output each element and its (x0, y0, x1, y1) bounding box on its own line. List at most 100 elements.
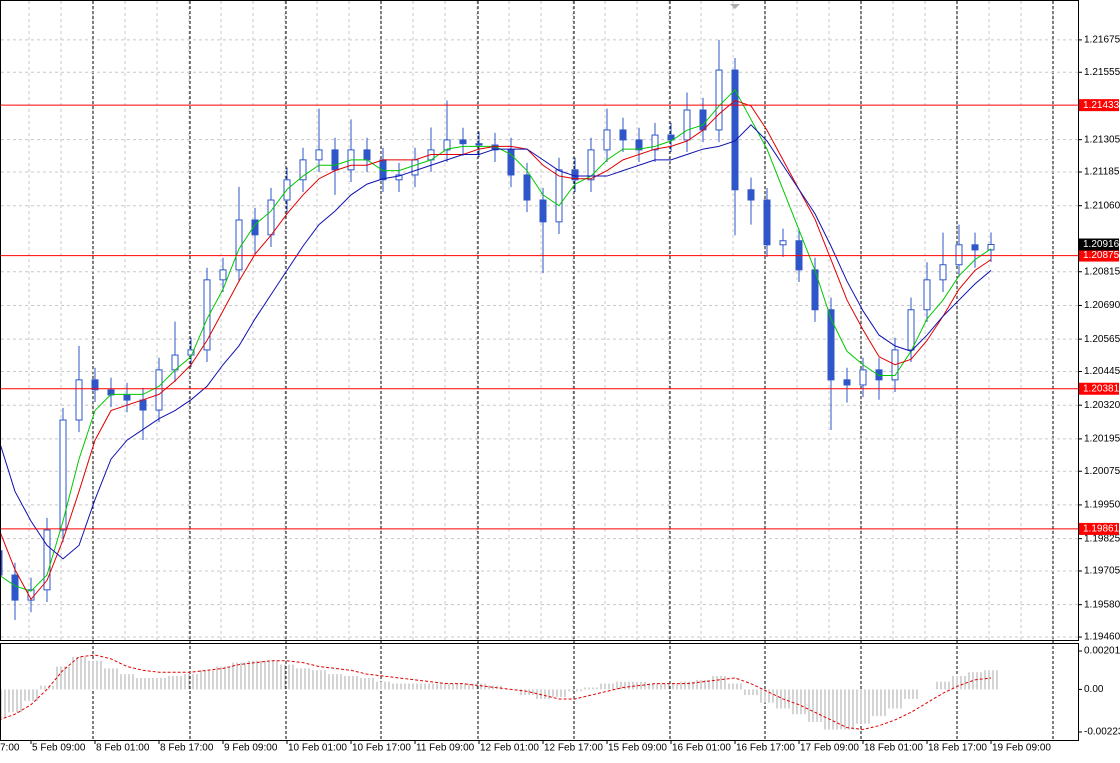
candle-body (619, 129, 627, 141)
candle-body (299, 159, 307, 181)
candle-body (843, 379, 851, 386)
candle-body (523, 174, 531, 201)
candle-body (203, 279, 211, 351)
candle-body (395, 174, 403, 181)
candle-body (315, 149, 323, 161)
candle-body (59, 419, 67, 531)
price-panel (0, 39, 1078, 621)
x-tick-label: 17 Feb 09:00 (800, 743, 859, 754)
x-tick-label: 8 Feb 17:00 (160, 743, 214, 754)
candle-body (363, 149, 371, 161)
candle-body (75, 379, 83, 421)
y-tick-label: 1.20690 (1084, 300, 1120, 311)
candle-body (27, 589, 35, 601)
level-label-box (1079, 382, 1119, 395)
x-tick-label: 15 Feb 09:00 (608, 743, 667, 754)
candle-body (267, 199, 275, 236)
level-label-box (1079, 522, 1119, 535)
last-price-label: 1.20916 (1083, 239, 1120, 250)
candle-body (683, 109, 691, 141)
y-tick-label: 1.19580 (1084, 599, 1120, 610)
candle-body (251, 219, 259, 236)
x-tick-label: 10 Feb 01:00 (288, 743, 347, 754)
candle-body (635, 139, 643, 151)
candle-body (123, 394, 131, 401)
x-tick-label: 19 Feb 09:00 (992, 743, 1051, 754)
level-label: 1.19861 (1083, 524, 1120, 535)
axis-layer: 1.21675 1.21555 1.21305 1.21185 1.21060 1.208… (0, 35, 1120, 754)
oscillator-panel-frame (0, 643, 1079, 741)
candle-body (731, 69, 739, 191)
osc-y-tick-label: -0.00223 (1084, 727, 1120, 738)
candle-body (171, 354, 179, 371)
x-tick-label: 16 Feb 01:00 (672, 743, 731, 754)
candle-body (379, 159, 387, 181)
candle-body (747, 189, 755, 201)
candle-body (187, 349, 195, 356)
shift-marker (730, 4, 740, 9)
level-label: 1.20875 (1083, 250, 1120, 261)
x-tick-label: 5 Feb 09:00 (32, 743, 86, 754)
x-tick-label: 8 Feb 01:00 (96, 743, 150, 754)
candle-body (43, 529, 51, 591)
candle-body (907, 309, 915, 351)
x-tick-label: 12 Feb 17:00 (544, 743, 603, 754)
y-tick-label: 1.20565 (1084, 334, 1120, 345)
x-tick-label: 11 Feb 09:00 (416, 743, 475, 754)
candle-body (859, 369, 867, 386)
candle-body (411, 159, 419, 176)
y-tick-label: 1.21675 (1084, 35, 1120, 46)
candle-body (779, 240, 787, 246)
candle-body (139, 399, 147, 411)
candle-body (763, 199, 771, 246)
candle-body (875, 369, 883, 381)
level-label: 1.20381 (1083, 383, 1120, 394)
y-tick-label: 1.21060 (1084, 200, 1120, 211)
x-tick-label: 18 Feb 17:00 (928, 743, 987, 754)
moving-average (0, 124, 992, 560)
osc-y-tick-label: 0.00201 (1084, 646, 1120, 657)
last-price-box (1079, 238, 1119, 251)
candle-body (155, 369, 163, 411)
level-label: 1.21433 (1083, 100, 1120, 111)
candle-body (459, 139, 467, 145)
y-tick-label: 1.20815 (1084, 266, 1120, 277)
x-tick-label: 18 Feb 01:00 (864, 743, 923, 754)
candle-body (651, 134, 659, 151)
candle-body (475, 143, 483, 146)
candle-body (939, 264, 947, 281)
grid-layer (1, 1, 1078, 740)
y-tick-label: 1.19825 (1084, 533, 1120, 544)
candle-body (667, 134, 675, 141)
x-tick-label: 16 Feb 17:00 (736, 743, 795, 754)
candle-body (91, 379, 99, 391)
y-tick-label: 1.19950 (1084, 500, 1120, 511)
signal-line (0, 654, 992, 731)
y-tick-label: 1.20195 (1084, 434, 1120, 445)
oscillator-panel (0, 654, 998, 731)
y-tick-label: 1.19460 (1084, 632, 1120, 643)
candle-body (923, 279, 931, 311)
candle-body (587, 149, 595, 181)
x-tick-label: 7:00 (0, 743, 20, 754)
y-tick-label: 1.20075 (1084, 466, 1120, 477)
y-tick-label: 1.20445 (1084, 366, 1120, 377)
candle-body (555, 169, 563, 223)
level-label-box (1079, 99, 1119, 112)
candle-body (955, 244, 963, 266)
candle-body (715, 69, 723, 131)
price-panel-frame (0, 0, 1079, 641)
x-tick-label: 9 Feb 09:00 (224, 743, 278, 754)
candle-body (331, 149, 339, 171)
candle-body (507, 149, 515, 176)
x-tick-label: 10 Feb 17:00 (352, 743, 411, 754)
y-tick-label: 1.19705 (1084, 566, 1120, 577)
candle-body (219, 269, 227, 281)
y-tick-label: 1.21555 (1084, 67, 1120, 78)
candle-body (603, 129, 611, 151)
candle-body (699, 109, 707, 131)
candle-body (971, 244, 979, 251)
y-tick-label: 1.20320 (1084, 400, 1120, 411)
